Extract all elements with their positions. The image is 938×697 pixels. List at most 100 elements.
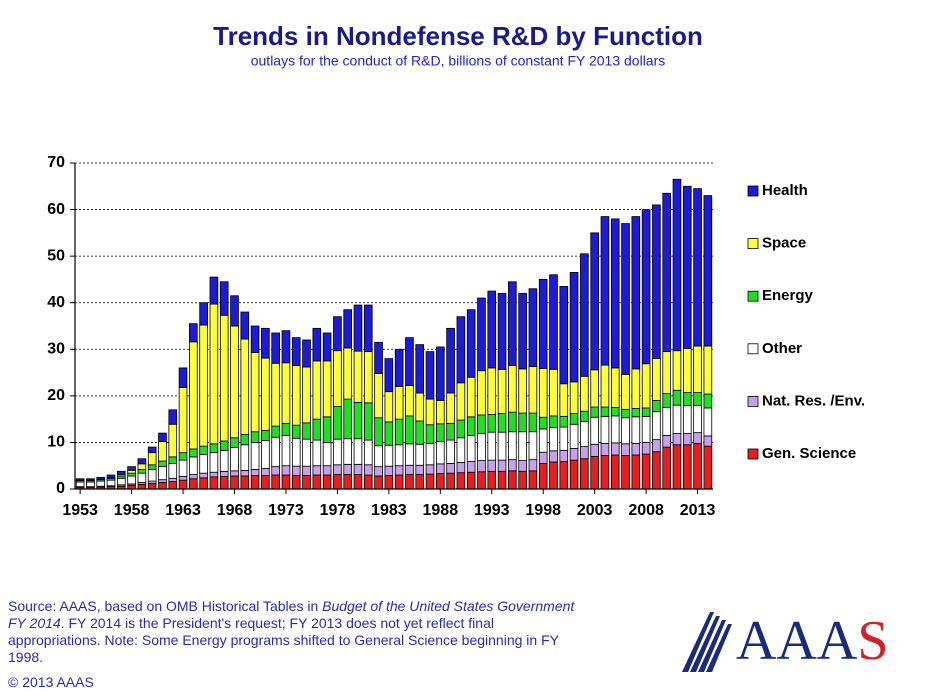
bar-segment [508,459,517,472]
bar-segment [641,415,651,443]
bar-segment [158,432,167,442]
bar-segment [137,458,147,465]
bar-segment [353,401,363,440]
bar-segment [446,439,455,464]
bar-segment [219,470,229,477]
bar-segment [415,474,425,490]
bar-segment [302,465,311,476]
bar-segment [168,481,178,490]
bar-segment [477,460,486,473]
logo-text-part: S [857,610,888,672]
legend-label: Nat. Res. /Env. [762,392,865,409]
bar-segment [528,459,538,472]
bar-segment [693,345,702,393]
bar-segment [672,433,682,446]
bar-segment [580,421,589,448]
bar-segment [508,431,517,461]
bar-segment [662,351,672,394]
x-tick-label: 1988 [423,502,459,519]
bar-segment [394,418,404,446]
bar-segment [497,470,507,490]
bar-segment [693,392,702,407]
bar-segment [549,450,558,463]
bar-segment [580,410,589,422]
bar-segment [580,253,589,377]
x-tick-label: 1993 [474,502,510,519]
bar-segment [703,407,713,437]
bar-segment [137,483,147,490]
bar-segment [693,432,702,444]
bar-segment [672,404,682,434]
bar-segment [672,350,682,391]
bar-segment [219,440,229,451]
bar-segment [538,416,548,430]
bar-segment [353,474,363,490]
bar-segment [549,368,558,417]
bar-segment [178,479,188,490]
bar-segment [477,471,486,490]
y-tick-label: 50 [47,247,65,264]
x-tick-label: 1963 [165,502,201,519]
bar-segment [477,414,486,434]
bar-segment [333,464,342,475]
legend-label: Energy [762,287,814,304]
bar-segment [682,444,692,490]
bar-segment [394,474,404,490]
bar-segment [240,338,250,435]
source-text: Source: AAAS, based on OMB Historical Ta… [8,598,323,614]
bar-segment [435,463,445,475]
legend-label: Health [762,182,808,199]
bar-segment [590,406,599,418]
bar-segment [343,438,353,465]
bar-segment [250,469,260,476]
bar-segment [652,358,661,401]
legend-label: Space [762,235,806,252]
bar-segment [621,374,630,410]
bar-segment [394,386,404,420]
bar-segment [363,464,373,476]
bar-segment [230,325,239,439]
bar-segment [549,427,558,452]
bar-segment [487,470,497,490]
bar-segment [456,316,466,384]
bar-segment [106,479,116,487]
bar-segment [538,451,548,464]
bar-segment [508,411,517,433]
bar-segment [466,416,476,436]
bar-segment [189,341,198,450]
bar-segment [353,438,363,465]
bar-segment [487,431,497,461]
bar-segment [415,420,425,445]
bar-segment [415,344,425,394]
bar-segment [569,272,579,383]
bar-segment [374,466,383,477]
bar-segment [281,474,291,490]
bar-segment [219,449,229,472]
bar-segment [528,288,538,367]
x-tick-label: 1958 [114,502,150,519]
bar-segment [312,418,322,441]
bar-segment [590,416,599,445]
bar-segment [508,365,517,413]
bar-segment [343,474,353,490]
bar-segment [610,454,620,490]
bar-segment [518,368,527,414]
x-tick-label: 1978 [320,502,356,519]
bar-segment [662,446,672,490]
bar-segment [168,456,178,464]
bar-segment [374,373,383,419]
bar-segment [384,444,394,467]
bar-segment [590,369,599,408]
bar-segment [538,279,548,369]
bar-segment [528,366,538,414]
bar-segment [333,350,342,407]
bar-segment [487,414,497,433]
bar-segment [703,195,713,347]
bar-segment [240,311,250,340]
bar-segment [508,470,517,490]
bar-segment [189,323,198,343]
bar-segment [271,332,280,364]
bar-segment [405,385,414,417]
bar-segment [158,466,167,481]
